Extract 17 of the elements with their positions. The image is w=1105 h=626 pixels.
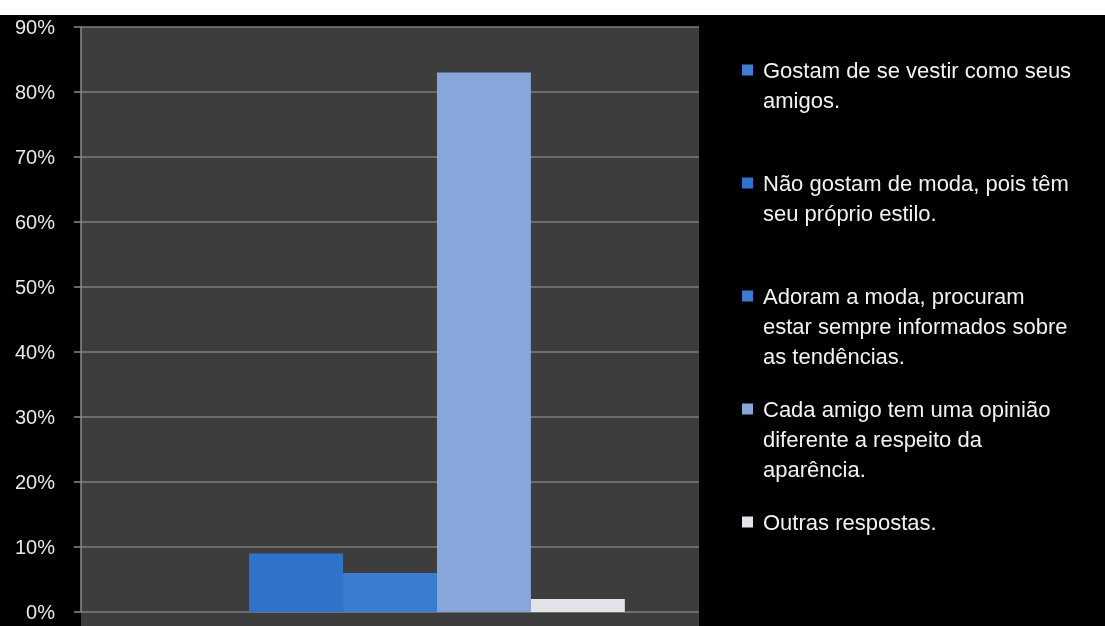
y-tick-label: 90% — [14, 16, 56, 38]
bar — [436, 72, 531, 612]
y-tick-label: 70% — [14, 146, 56, 168]
legend-label: Não gostam de moda, pois têm seu próprio estilo. — [763, 170, 1069, 226]
y-tick-label: 20% — [14, 471, 56, 493]
y-tick-label: 0% — [26, 601, 56, 623]
y-tick-label: 80% — [14, 81, 56, 103]
legend-label: Gostam de se vestir como seus amigos. — [763, 57, 1072, 113]
y-tick-label: 30% — [14, 406, 56, 428]
legend-label: Cada amigo tem uma opinião diferente a respeito da aparência. — [763, 396, 1051, 482]
bar — [530, 599, 625, 612]
y-tick-label: 60% — [14, 211, 56, 233]
y-tick-label: 10% — [14, 536, 56, 558]
y-tick-label: 50% — [14, 276, 56, 298]
legend-label: Outras respostas. — [763, 509, 937, 535]
y-tick-label: 40% — [14, 341, 56, 363]
legend-label: Adoram a moda, procuram estar sempre informados sobre as tendências. — [763, 283, 1068, 369]
